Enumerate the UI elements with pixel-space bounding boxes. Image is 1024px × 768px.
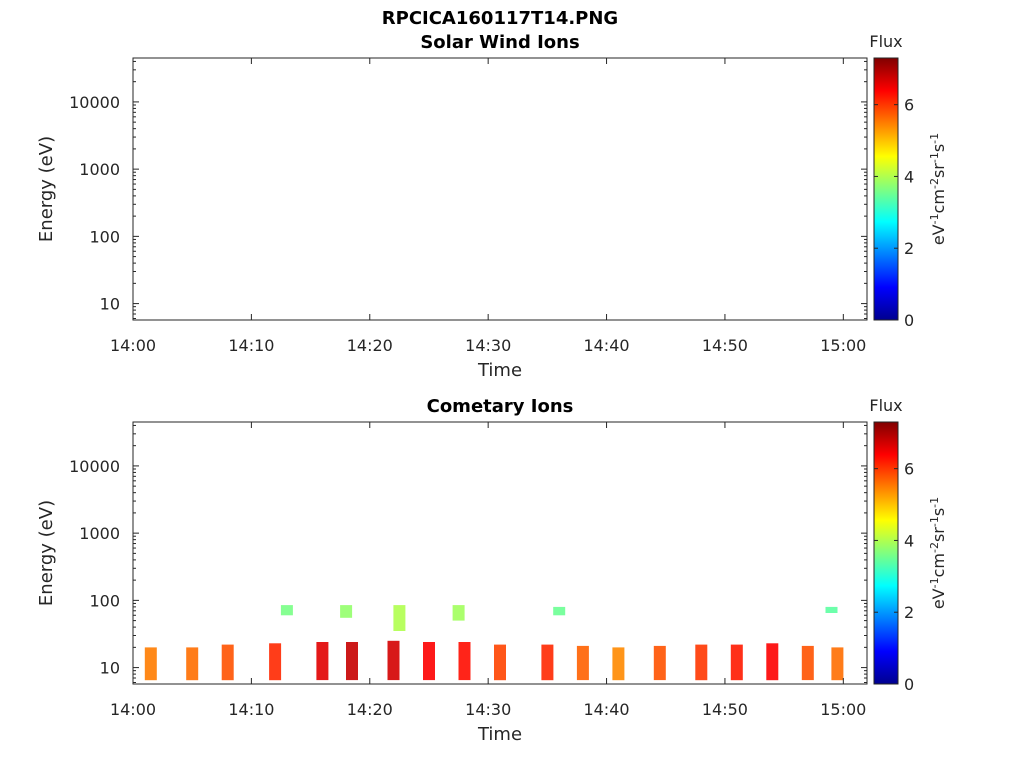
heatmap-cell	[387, 640, 400, 681]
heatmap-cell	[393, 605, 406, 631]
unit-exponent: -1	[928, 213, 941, 224]
x-tick-label: 15:00	[820, 336, 866, 355]
heatmap-cell	[316, 642, 329, 681]
heatmap-cell	[340, 605, 353, 618]
y-tick-label: 10	[100, 295, 120, 314]
x-tick-label: 14:40	[583, 700, 629, 719]
colorbar-title: Flux	[869, 32, 902, 51]
x-tick-label: 14:00	[110, 700, 156, 719]
unit-exponent: -1	[928, 497, 941, 508]
x-tick-label: 14:30	[465, 336, 511, 355]
heatmap-cell	[612, 647, 625, 681]
colorbar-tick-label: 2	[904, 603, 914, 622]
colorbar-tick-label: 0	[904, 675, 914, 694]
heatmap-cell	[221, 644, 234, 681]
colorbar-tick-label: 2	[904, 239, 914, 258]
heatmap-cell	[766, 643, 779, 681]
x-tick-label: 14:10	[228, 700, 274, 719]
heatmap-cell	[553, 606, 566, 616]
colorbar-unit-label: eV-1cm-2sr-1s-1	[928, 133, 948, 245]
colorbar-unit-label: eV-1cm-2sr-1s-1	[928, 497, 948, 609]
y-tick-label: 1000	[79, 160, 120, 179]
unit-part: sr	[929, 163, 948, 178]
y-axis-label: Energy (eV)	[36, 500, 57, 606]
y-tick-label: 100	[89, 227, 120, 246]
unit-exponent: -2	[928, 542, 941, 553]
unit-exponent: -1	[928, 133, 941, 144]
x-tick-label: 14:20	[347, 336, 393, 355]
x-tick-label: 14:50	[702, 700, 748, 719]
x-tick-label: 14:40	[583, 336, 629, 355]
y-tick-label: 10000	[69, 93, 120, 112]
heatmap-cell	[576, 645, 589, 681]
heatmap-cell	[144, 647, 157, 681]
heatmap-cell	[653, 645, 666, 681]
y-tick-label: 10000	[69, 457, 120, 476]
y-tick-label: 1000	[79, 524, 120, 543]
unit-exponent: -1	[928, 577, 941, 588]
heatmap-cell	[458, 642, 471, 681]
heatmap-data	[144, 605, 844, 681]
heatmap-cell	[825, 606, 838, 613]
unit-exponent: -1	[928, 152, 941, 163]
unit-part: cm	[929, 553, 948, 577]
unit-part: eV	[929, 588, 948, 609]
colorbar-tick-label: 6	[904, 96, 914, 115]
x-tick-label: 14:00	[110, 336, 156, 355]
colorbar	[873, 57, 899, 321]
figure-title: RPCICA160117T14.PNG	[382, 8, 618, 29]
plot-frame	[132, 57, 868, 321]
x-tick-label: 14:20	[347, 700, 393, 719]
unit-part: cm	[929, 189, 948, 213]
x-tick-label: 14:30	[465, 700, 511, 719]
colorbar-tick-label: 0	[904, 311, 914, 330]
panel-cometary: Cometary Ions 14:00 14:10 14:20 14:30 14…	[36, 396, 948, 745]
colorbar-tick-label: 4	[904, 167, 914, 186]
heatmap-cell	[831, 647, 844, 681]
heatmap-cell	[541, 644, 554, 681]
colorbar-tick-label: 6	[904, 460, 914, 479]
unit-part: eV	[929, 224, 948, 245]
colorbar-tick-label: 4	[904, 531, 914, 550]
x-axis-label: Time	[477, 360, 522, 381]
unit-part: sr	[929, 527, 948, 542]
panel-title: Solar Wind Ions	[420, 32, 579, 53]
y-tick-label: 100	[89, 591, 120, 610]
heatmap-cell	[269, 643, 282, 681]
y-axis-label: Energy (eV)	[36, 136, 57, 242]
heatmap-cell	[452, 605, 465, 621]
heatmap-cell	[695, 644, 708, 681]
unit-part: s	[929, 144, 948, 152]
unit-exponent: -1	[928, 516, 941, 527]
colorbar-ticks	[874, 468, 898, 685]
heatmap-cell	[186, 647, 199, 681]
y-tick-label: 10	[100, 659, 120, 678]
axis-ticks	[132, 58, 867, 320]
colorbar	[873, 421, 899, 685]
heatmap-cell	[801, 645, 814, 681]
heatmap-cell	[280, 605, 293, 616]
colorbar-ticks	[874, 104, 898, 321]
x-tick-label: 14:10	[228, 336, 274, 355]
x-axis-label: Time	[477, 724, 522, 745]
unit-exponent: -2	[928, 178, 941, 189]
axis-ticks	[132, 422, 867, 684]
x-tick-label: 15:00	[820, 700, 866, 719]
x-tick-label: 14:50	[702, 336, 748, 355]
unit-part: s	[929, 508, 948, 516]
colorbar-title: Flux	[869, 396, 902, 415]
panel-solar-wind: Solar Wind Ions 14:00 14:10 14:20 14:30 …	[36, 32, 948, 381]
heatmap-cell	[346, 642, 358, 681]
heatmap-cell	[730, 644, 743, 681]
heatmap-cell	[423, 642, 435, 681]
heatmap-cell	[494, 644, 506, 681]
panel-title: Cometary Ions	[427, 396, 574, 417]
